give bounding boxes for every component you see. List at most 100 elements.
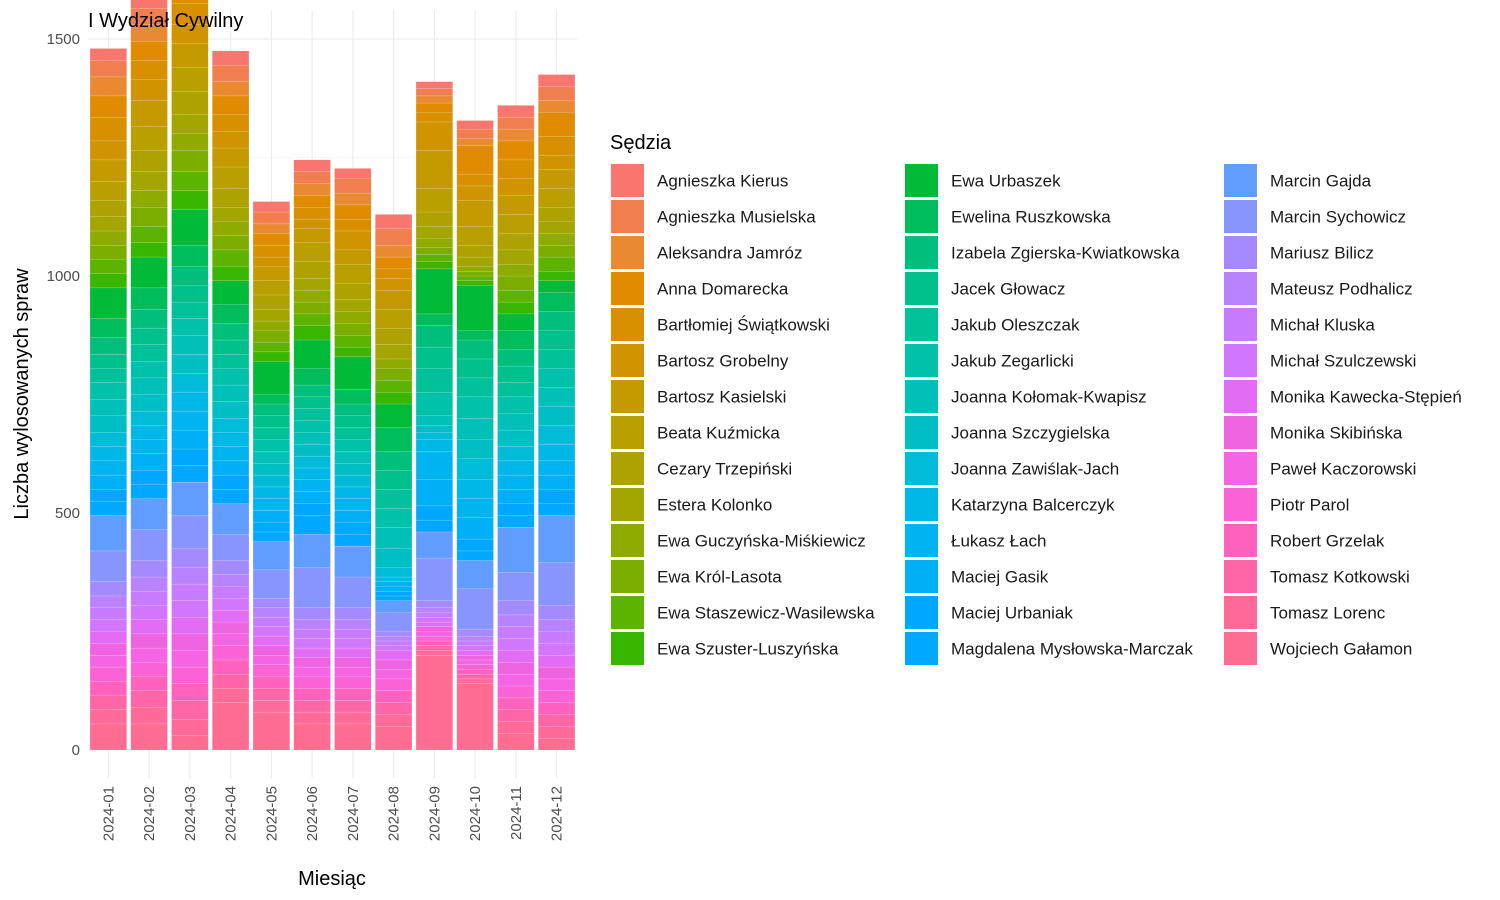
bar-segment xyxy=(171,410,209,431)
bar-segment xyxy=(171,391,209,412)
bar-segment xyxy=(252,598,290,609)
bar-segment xyxy=(212,384,250,402)
legend-label: Estera Kolonko xyxy=(657,496,772,515)
bar-segment xyxy=(538,460,576,476)
bar-segment xyxy=(334,666,372,677)
bar-segment xyxy=(415,631,453,637)
bar-segment xyxy=(293,688,331,701)
bar-segment xyxy=(334,607,372,620)
bar-segment xyxy=(375,567,413,578)
bar-segment xyxy=(497,396,535,414)
bar-segment xyxy=(497,140,535,161)
bar-segment xyxy=(456,285,494,331)
bar-segment xyxy=(538,619,576,632)
bar-segment xyxy=(89,337,127,355)
bar-segment xyxy=(89,500,127,516)
bar-segment xyxy=(212,166,250,189)
bar-segment xyxy=(89,619,127,632)
bar-segment xyxy=(497,275,535,291)
bar-segment xyxy=(212,368,250,386)
bar-segment xyxy=(538,188,576,208)
bar-segment xyxy=(538,349,576,369)
bar-segment xyxy=(456,377,494,398)
legend-key xyxy=(905,344,938,377)
bar-segment xyxy=(538,489,576,504)
bar-segment xyxy=(293,515,331,535)
bar-segment xyxy=(415,415,453,426)
legend-label: Tomasz Kotkowski xyxy=(1270,568,1410,587)
legend-key xyxy=(905,236,938,269)
bar-segment xyxy=(334,427,372,440)
bar-segment xyxy=(497,673,535,687)
bar-segment xyxy=(89,595,127,609)
legend-label: Ewa Szuster-Luszyńska xyxy=(657,640,839,659)
legend-key xyxy=(611,560,644,593)
legend-label: Monika Skibińska xyxy=(1270,424,1403,443)
bar-segment xyxy=(456,145,494,175)
bar-segment xyxy=(375,640,413,646)
legend-label: Paweł Kaczorowski xyxy=(1270,460,1416,479)
bar-segment xyxy=(497,685,535,699)
bar-segment xyxy=(334,356,372,390)
bar-segment xyxy=(538,515,576,563)
bar-segment xyxy=(130,647,168,663)
bar-segment xyxy=(89,550,127,582)
bar-segment xyxy=(252,427,290,440)
bar-segment xyxy=(375,678,413,691)
bar-segment xyxy=(375,470,413,490)
bar-segment xyxy=(538,737,576,751)
bar-segment xyxy=(293,567,331,609)
x-tick-label: 2024-02 xyxy=(141,786,158,841)
bar-segment xyxy=(456,330,494,341)
bar-segment xyxy=(375,714,413,727)
bar-segment xyxy=(212,432,250,447)
bar-segment xyxy=(212,114,250,132)
bar-segment xyxy=(252,233,290,246)
bar-segment xyxy=(212,688,250,703)
bar-segment xyxy=(293,396,331,409)
bar-segment xyxy=(497,733,535,751)
bar-segment xyxy=(334,335,372,348)
x-tick-label: 2024-06 xyxy=(304,786,321,841)
bar-segment xyxy=(375,403,413,428)
legend-key xyxy=(905,308,938,341)
bar-segment xyxy=(252,700,290,713)
legend-key xyxy=(611,524,644,557)
bar-segment xyxy=(538,330,576,350)
bar-segment xyxy=(497,638,535,651)
x-tick-label: 2024-03 xyxy=(182,786,199,841)
legend-label: Wojciech Gałamon xyxy=(1270,640,1412,659)
x-tick-label: 2024-01 xyxy=(100,786,117,841)
legend-label: Joanna Szczygielska xyxy=(951,424,1110,443)
bar-segment xyxy=(130,377,168,395)
bar-segment xyxy=(293,278,331,291)
legend-key xyxy=(905,596,938,629)
bar-segment xyxy=(130,591,168,606)
bar-segment xyxy=(212,339,250,355)
bar-segment xyxy=(415,237,453,248)
bar-segment xyxy=(415,439,453,452)
bar-segment xyxy=(293,700,331,713)
bar-segment xyxy=(252,280,290,296)
legend-key xyxy=(905,560,938,593)
bar-segment xyxy=(415,325,453,348)
bar-segment xyxy=(334,688,372,701)
bar-segment xyxy=(415,247,453,255)
bar-segment xyxy=(293,432,331,445)
legend-key xyxy=(905,380,938,413)
legend-key xyxy=(611,380,644,413)
bar-segment xyxy=(497,572,535,601)
bar-segment xyxy=(415,612,453,618)
y-axis-title: Liczba wylosowanych spraw xyxy=(11,268,33,520)
bar-segment xyxy=(171,171,209,191)
bar-segment xyxy=(375,650,413,661)
legend-label: Joanna Zawiślak-Jach xyxy=(951,460,1119,479)
bar-segment xyxy=(497,195,535,215)
bar-segment xyxy=(334,451,372,464)
bar-segment xyxy=(130,453,168,471)
bar-segment xyxy=(456,673,494,680)
legend-key xyxy=(611,488,644,521)
bar-segment xyxy=(89,607,127,620)
bar-segment xyxy=(171,683,209,701)
bar-segment xyxy=(415,640,453,646)
